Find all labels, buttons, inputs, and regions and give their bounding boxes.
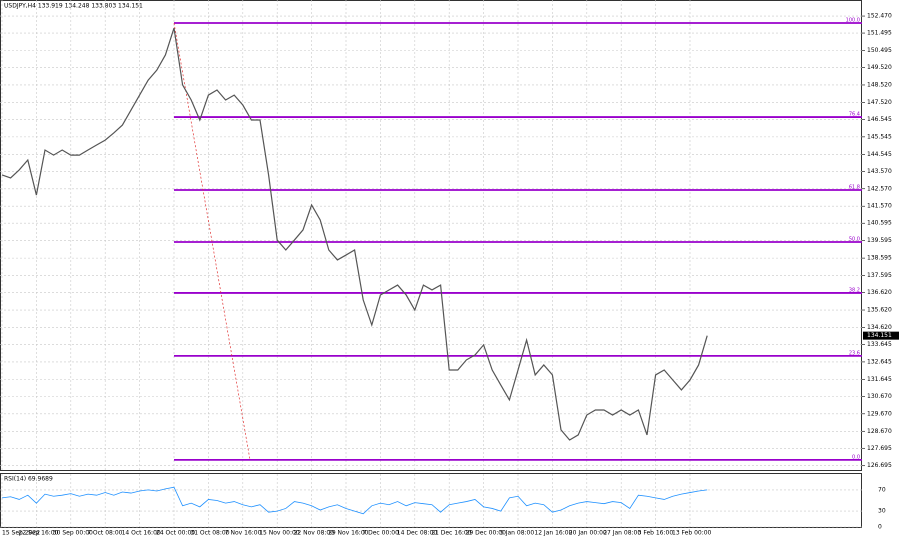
- y-tick-label: 131.645: [867, 376, 892, 383]
- y-tick-label: 129.670: [867, 410, 892, 417]
- x-tick-label: 15 Nov 00:00: [259, 530, 300, 537]
- y-tick-label: 148.520: [867, 81, 892, 88]
- x-tick-label: 14 Oct 16:00: [122, 530, 161, 537]
- fib-label: 50.0: [849, 236, 860, 242]
- y-tick-label: 152.470: [867, 13, 892, 20]
- x-tick-label: 12 Jan 16:00: [534, 530, 572, 537]
- fib-label: 0.0: [852, 454, 860, 460]
- x-tick-label: 24 Oct 00:00: [156, 530, 195, 537]
- y-tick-label: 136.620: [867, 289, 892, 296]
- x-tick-label: 27 Jan 08:00: [603, 530, 641, 537]
- y-tick-label: 150.495: [867, 47, 892, 54]
- fib-trend: [173, 22, 251, 460]
- fib-label: 38.2: [849, 287, 860, 293]
- x-tick-label: 7 Oct 08:00: [87, 530, 122, 537]
- y-tick-label: 147.520: [867, 99, 892, 106]
- fib-label: 76.4: [849, 112, 860, 118]
- y-tick-label: 135.620: [867, 307, 892, 314]
- fib-label: 100.0: [846, 18, 860, 24]
- y-tick-label: 141.570: [867, 203, 892, 210]
- x-tick-label: 13 Feb 00:00: [672, 530, 712, 537]
- y-tick-label: 144.545: [867, 151, 892, 158]
- y-tick-label: 142.570: [867, 185, 892, 192]
- x-tick-label: 20 Jan 00:00: [569, 530, 607, 537]
- x-tick-label: 14 Dec 08:00: [397, 530, 438, 537]
- last-price-box: [863, 331, 899, 340]
- y-tick-label: 149.520: [867, 64, 892, 71]
- x-tick-label: 22 Nov 08:00: [294, 530, 335, 537]
- x-tick-label: 21 Dec 16:00: [431, 530, 472, 537]
- y-tick-label: 132.645: [867, 358, 892, 365]
- y-tick-label: 133.645: [867, 341, 892, 348]
- x-tick-label: 7 Dec 00:00: [362, 530, 399, 537]
- y-tick-label: 130.670: [867, 393, 892, 400]
- price-line: [1, 27, 708, 441]
- y-tick-label: 139.595: [867, 237, 892, 244]
- x-tick-label: 30 Sep 00:00: [53, 530, 93, 537]
- rsi-tick-label: 70: [878, 486, 886, 493]
- rsi-title: RSI(14) 69.9689: [4, 476, 53, 483]
- rsi-frame: [0, 473, 862, 528]
- x-tick-label: 7 Nov 16:00: [225, 530, 262, 537]
- y-tick-label: 126.695: [867, 462, 892, 469]
- y-tick-label: 137.595: [867, 272, 892, 279]
- rsi-tick-label: 30: [878, 508, 886, 515]
- y-tick-label: 134.620: [867, 324, 892, 331]
- x-tick-label: 3 Feb 16:00: [638, 530, 674, 537]
- x-tick-label: 31 Oct 08:00: [190, 530, 229, 537]
- main-frame: [0, 0, 862, 471]
- y-tick-label: 151.495: [867, 30, 892, 37]
- y-tick-label: 143.570: [867, 168, 892, 175]
- fib-label: 61.8: [849, 184, 860, 190]
- y-tick-label: 128.670: [867, 428, 892, 435]
- y-tick-label: 138.595: [867, 255, 892, 262]
- x-tick-label: 5 Jan 08:00: [500, 530, 534, 537]
- y-tick-label: 146.545: [867, 116, 892, 123]
- x-tick-label: 29 Dec 00:00: [466, 530, 507, 537]
- y-tick-label: 127.695: [867, 445, 892, 452]
- chart-title: USDJPY,H4 133.919 134.248 133.803 134.15…: [4, 3, 143, 10]
- x-tick-label: 29 Nov 16:00: [328, 530, 369, 537]
- last-price-label: 134.151: [867, 332, 892, 339]
- rsi-tick-label: 0: [878, 524, 882, 531]
- y-tick-label: 140.595: [867, 220, 892, 227]
- x-tick-label: 15 Sep 2022: [2, 530, 40, 537]
- rsi-line: [1, 486, 708, 515]
- x-tick-label: 22 Sep 16:00: [18, 530, 58, 537]
- y-tick-label: 145.545: [867, 133, 892, 140]
- fib-label: 23.6: [849, 350, 860, 356]
